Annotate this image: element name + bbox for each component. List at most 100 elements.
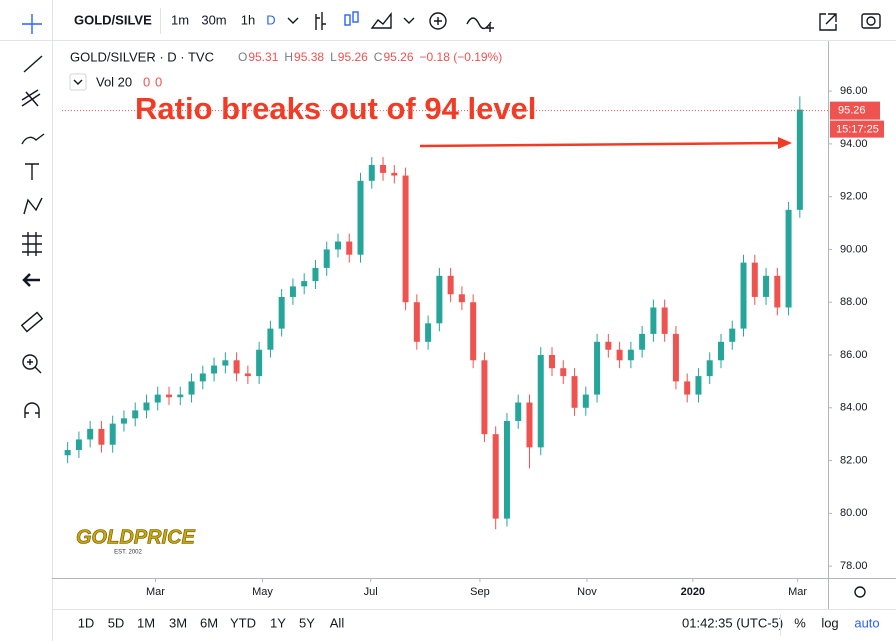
range[interactable]: 5D <box>108 615 125 630</box>
ohlc-value: 95.26 <box>383 50 413 64</box>
ranges: 1D 5D 1M 3M 6M YTD 1Y 5Y All <box>78 615 345 630</box>
y-tick-label: 82.00 <box>840 454 868 466</box>
candle-body <box>717 341 724 361</box>
candle-body <box>278 296 285 329</box>
last-price-label: 95.26 <box>838 105 866 117</box>
candle-body <box>154 394 161 403</box>
bars-style[interactable] <box>315 12 326 30</box>
y-tick-label: 92.00 <box>840 191 868 203</box>
candle-body <box>695 376 702 395</box>
indicators[interactable] <box>429 12 447 30</box>
candle-body <box>458 294 465 303</box>
candle-body <box>199 373 206 382</box>
text-tool[interactable] <box>25 163 39 180</box>
interval[interactable]: 1m <box>171 12 189 27</box>
legend-ohlc: O 95.31 H 95.38 L 95.26 C 95.26 −0.18 (−0.19%) <box>238 50 502 64</box>
candle-body <box>447 275 454 295</box>
interval-menu[interactable] <box>287 17 299 24</box>
pattern-tool[interactable] <box>23 197 43 215</box>
range[interactable]: YTD <box>230 615 256 630</box>
style-menu[interactable] <box>403 17 415 24</box>
ohlc-value: 95.38 <box>294 50 324 64</box>
candle-body <box>796 109 803 210</box>
settings[interactable] <box>854 586 866 598</box>
y-tick-label: 84.00 <box>840 402 868 414</box>
candle-body <box>785 209 792 308</box>
range[interactable]: 1Y <box>270 615 286 630</box>
compare[interactable] <box>466 17 494 32</box>
countdown-tag <box>830 120 884 138</box>
indicators-plus <box>434 17 442 25</box>
candle-body <box>323 249 330 268</box>
fib-tool[interactable] <box>21 89 41 107</box>
range[interactable]: 1D <box>78 615 95 630</box>
line-tool[interactable] <box>23 55 43 73</box>
candle-body <box>729 328 736 342</box>
candle-body <box>571 376 578 408</box>
ohlc-value: 95.26 <box>338 50 368 64</box>
interval[interactable]: D <box>266 12 275 27</box>
area-style[interactable] <box>370 12 392 29</box>
symbol[interactable]: GOLD/SILVE <box>74 12 152 27</box>
magnet-tool[interactable] <box>24 402 40 418</box>
x-tick-label: Jul <box>364 586 378 598</box>
measure-tool[interactable] <box>22 232 42 256</box>
option[interactable]: log <box>821 615 838 630</box>
candle-body <box>492 434 499 519</box>
range[interactable]: 3M <box>169 615 187 630</box>
clock: 01:42:35 (UTC-5) <box>682 615 783 630</box>
interval[interactable]: 1h <box>241 12 255 27</box>
legend-toggle[interactable] <box>69 73 87 91</box>
candle-body <box>684 381 691 395</box>
option[interactable]: auto <box>854 615 879 630</box>
candle-body <box>380 164 387 173</box>
candle-body <box>413 302 420 342</box>
back-tool[interactable] <box>22 273 40 287</box>
candle-body <box>357 180 364 255</box>
candle-body <box>605 341 612 350</box>
range[interactable]: 1M <box>137 615 155 630</box>
fullscreen[interactable] <box>819 13 837 31</box>
candle-body <box>368 164 375 181</box>
candle-body <box>616 349 623 361</box>
candle-body <box>87 428 94 440</box>
candle-body <box>211 365 218 374</box>
candle-body <box>526 402 533 448</box>
candle-body <box>425 323 432 342</box>
candle-body <box>402 175 409 303</box>
volume-value: 0 <box>155 74 162 89</box>
candle-body <box>177 394 184 398</box>
ohlc-key: H <box>284 50 293 64</box>
snapshot[interactable] <box>861 13 881 29</box>
range[interactable]: 5Y <box>299 615 315 630</box>
crosshair-tool[interactable] <box>22 14 42 34</box>
candle-body <box>661 307 668 334</box>
candle-body <box>751 262 758 297</box>
ohlc-key: O <box>238 50 247 64</box>
annotation-arrow <box>419 141 781 148</box>
candle-body <box>132 410 139 419</box>
interval[interactable]: 30m <box>201 12 226 27</box>
zoom-tool[interactable] <box>22 354 38 370</box>
range[interactable]: All <box>330 615 345 630</box>
snapshot-lens <box>866 16 876 26</box>
candles-style[interactable] <box>344 14 351 26</box>
candle-body <box>75 439 82 451</box>
brush-tool[interactable] <box>21 133 45 145</box>
candle-body <box>188 381 195 395</box>
candle-body <box>301 281 308 287</box>
candle-body <box>267 328 274 350</box>
option[interactable]: % <box>794 615 806 630</box>
candle-body <box>560 368 567 377</box>
candle-body <box>763 275 770 297</box>
ruler-tool[interactable] <box>20 311 44 333</box>
candle-body <box>481 360 488 435</box>
candle-body <box>391 172 398 176</box>
candle-body <box>549 354 556 369</box>
legend-symbol: GOLD/SILVER · D · TVC <box>70 49 214 64</box>
ohlc-key: C <box>374 50 383 64</box>
range[interactable]: 6M <box>200 615 218 630</box>
candle-body <box>470 302 477 361</box>
